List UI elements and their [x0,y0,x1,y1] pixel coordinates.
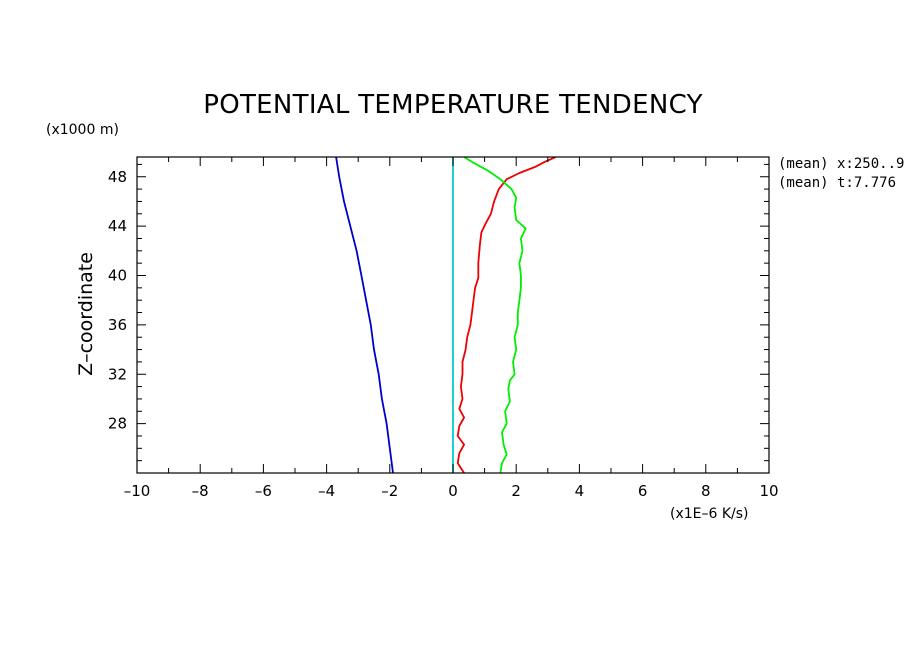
annotation-mean-t: (mean) t:7.776 [778,175,896,191]
x-tick-label: –6 [255,482,272,500]
y-tick-label: 44 [108,217,127,235]
series-line-4 [463,157,527,473]
series-line-1 [335,157,394,473]
x-tick-label: –4 [318,482,335,500]
x-units-label: (x1E–6 K/s) [670,506,749,522]
x-tick-label: 6 [638,482,648,500]
y-axis-label: Z–coordinate [75,252,97,376]
y-tick-label: 48 [108,168,127,186]
x-tick-label: –10 [124,482,151,500]
x-tick-label: 10 [759,482,778,500]
plot-area: –10 –8 –6 –4 –2 0 2 4 6 8 10 28 32 36 40 44 48 [108,156,779,500]
x-tick-label: 0 [448,482,458,500]
x-tick-label: 8 [701,482,711,500]
chart-title: POTENTIAL TEMPERATURE TENDENCY [203,90,703,120]
x-tick-label: –8 [192,482,209,500]
y-tick-label: 32 [108,365,127,383]
x-tick-label: 2 [511,482,521,500]
y-units-label: (x1000 m) [46,122,119,138]
y-tick-label: 28 [108,415,127,433]
annotation-mean-x: (mean) x:250..9 [778,156,904,172]
y-tick-label: 36 [108,316,127,334]
y-tick-label: 40 [108,267,127,285]
x-tick-label: 4 [575,482,585,500]
series-line-3 [456,157,557,473]
x-tick-label: –2 [381,482,398,500]
